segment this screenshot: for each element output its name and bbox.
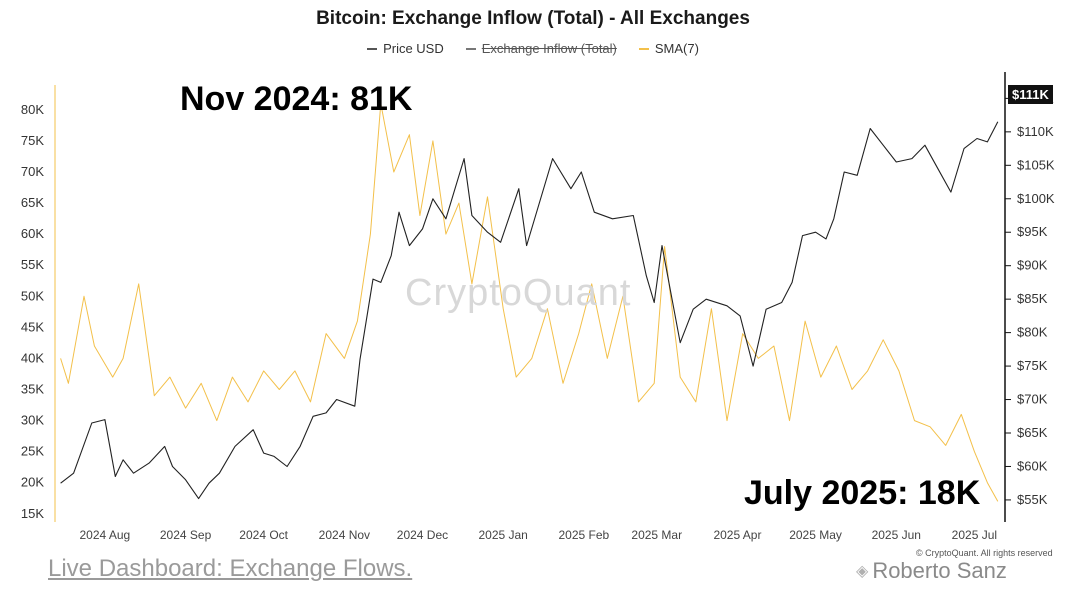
x-tick-label: 2024 Dec xyxy=(397,528,448,542)
series-layer xyxy=(60,103,999,502)
left-tick-label: 30K xyxy=(21,413,44,428)
x-tick-label: 2025 Jan xyxy=(478,528,527,542)
x-axis-ticks: 2024 Aug 2024 Sep 2024 Oct 2024 Nov 2024 Dec… xyxy=(80,528,998,542)
legend-label-exchange-inflow: Exchange Inflow (Total) xyxy=(481,41,617,56)
x-tick-label: 2025 Feb xyxy=(559,528,610,542)
right-tick-label: $105K xyxy=(1017,157,1055,172)
right-tick-label: $85K xyxy=(1017,291,1048,306)
annotation-latest: July 2025: 18K xyxy=(744,474,981,512)
sma7-series-line xyxy=(60,103,999,502)
right-tick-label: $80K xyxy=(1017,325,1048,340)
left-tick-label: 25K xyxy=(21,444,44,459)
left-tick-label: 40K xyxy=(21,350,44,365)
x-tick-label: 2025 Jul xyxy=(952,528,997,542)
x-tick-label: 2025 Apr xyxy=(713,528,761,542)
left-tick-label: 50K xyxy=(21,288,44,303)
left-tick-label: 60K xyxy=(21,226,44,241)
left-tick-label: 70K xyxy=(21,164,44,179)
right-tick-label: $75K xyxy=(1017,358,1048,373)
x-tick-label: 2024 Sep xyxy=(160,528,212,542)
legend-item-price[interactable]: Price USD xyxy=(367,41,444,56)
x-tick-label: 2025 Mar xyxy=(631,528,682,542)
x-tick-label: 2025 May xyxy=(789,528,842,542)
price-series-line xyxy=(60,121,999,500)
x-tick-label: 2025 Jun xyxy=(872,528,921,542)
left-tick-label: 80K xyxy=(21,102,44,117)
left-tick-label: 75K xyxy=(21,133,44,148)
legend-label-price: Price USD xyxy=(383,41,444,56)
left-tick-label: 35K xyxy=(21,382,44,397)
left-axis-ticks: 15K 20K 25K 30K 35K 40K 45K 50K 55K 60K 65K 70K 75K 8… xyxy=(21,102,44,521)
left-tick-label: 55K xyxy=(21,257,44,272)
left-tick-label: 20K xyxy=(21,475,44,490)
legend-swatch-exchange-inflow xyxy=(465,47,476,50)
chart-legend: Price USD Exchange Inflow (Total) SMA(7) xyxy=(0,41,1066,56)
left-tick-label: 45K xyxy=(21,319,44,334)
chart-title: Bitcoin: Exchange Inflow (Total) - All E… xyxy=(316,8,750,29)
right-tick-label: $110K xyxy=(1017,124,1054,139)
left-tick-label: 65K xyxy=(21,195,44,210)
legend-item-sma7[interactable]: SMA(7) xyxy=(638,41,699,56)
binance-logo-icon: ◈ xyxy=(856,563,869,580)
x-tick-label: 2024 Aug xyxy=(80,528,131,542)
right-axis-ticks: $55K $60K $65K $70K $75K $80K $85K $90K $95K $100… xyxy=(1005,90,1055,507)
left-tick-label: 15K xyxy=(21,506,44,521)
author-name: Roberto Sanz xyxy=(872,558,1007,583)
legend-label-sma7: SMA(7) xyxy=(654,41,699,56)
right-tick-label: $65K xyxy=(1017,425,1048,440)
right-tick-label: $70K xyxy=(1017,392,1048,407)
right-tick-label: $95K xyxy=(1017,224,1048,239)
author-credit: ◈ Roberto Sanz xyxy=(856,558,1007,584)
x-tick-label: 2024 Nov xyxy=(319,528,370,542)
cryptoquant-watermark: CryptoQuant xyxy=(405,272,632,314)
right-tick-label: $55K xyxy=(1017,492,1048,507)
copyright-text: © CryptoQuant. All rights reserved xyxy=(916,548,1053,558)
legend-swatch-sma7 xyxy=(638,47,649,50)
legend-item-exchange-inflow[interactable]: Exchange Inflow (Total) xyxy=(465,41,617,56)
right-tick-label: $90K xyxy=(1017,258,1048,273)
legend-swatch-price xyxy=(367,47,378,50)
current-price-badge: $111K xyxy=(1008,85,1053,104)
right-tick-label: $60K xyxy=(1017,458,1048,473)
live-dashboard-link[interactable]: Live Dashboard: Exchange Flows. xyxy=(48,555,413,582)
annotation-peak: Nov 2024: 81K xyxy=(180,80,413,118)
right-tick-label: $100K xyxy=(1017,191,1055,206)
x-tick-label: 2024 Oct xyxy=(239,528,288,542)
